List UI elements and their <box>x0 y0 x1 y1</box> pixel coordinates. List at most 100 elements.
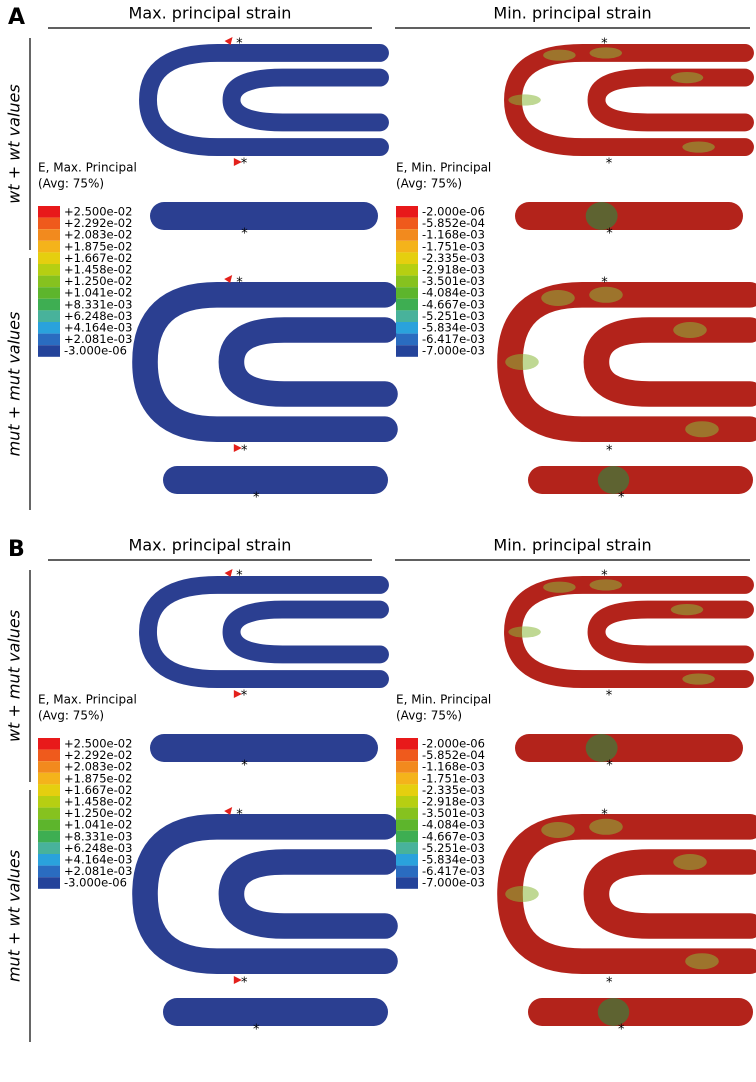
asterisk: * <box>241 689 248 704</box>
row-label: wt + mut values <box>5 610 24 742</box>
jaw-shape <box>139 44 389 156</box>
jaw-shape <box>497 282 756 442</box>
legend-swatch <box>396 738 418 750</box>
legend-swatch <box>38 252 60 264</box>
jaw-shape <box>218 849 398 939</box>
legend-label: -4.667e-03 <box>422 829 485 843</box>
legend-label: -3.000e-06 <box>64 344 127 358</box>
jaw-side <box>528 998 753 1026</box>
panel-label: B <box>8 537 25 562</box>
asterisk: * <box>601 37 608 52</box>
strain-patch <box>543 581 576 593</box>
jaw-shape <box>504 44 754 156</box>
legend-swatch <box>396 275 418 288</box>
asterisk: * <box>253 1023 260 1038</box>
asterisk: * <box>236 569 243 584</box>
row-label: mut + wt values <box>5 850 24 982</box>
legend-swatch <box>38 819 60 831</box>
legend-swatch <box>38 796 60 808</box>
legend-label: -2.000e-06 <box>422 205 485 219</box>
legend-label: -6.417e-03 <box>422 864 485 878</box>
strain-patch <box>585 734 618 762</box>
strain-patch <box>543 49 576 61</box>
legend-swatch <box>38 275 60 288</box>
jaw-shape <box>583 317 756 407</box>
legend-swatch <box>38 298 60 311</box>
legend-swatch <box>38 206 60 218</box>
legend-swatch <box>38 229 60 241</box>
legend-swatch <box>38 264 60 276</box>
strain-patch <box>585 202 618 230</box>
legend-label: +2.081e-03 <box>64 864 132 878</box>
legend-swatch <box>38 842 60 854</box>
legend-label: -1.168e-03 <box>422 228 485 242</box>
asterisk: * <box>618 1023 625 1038</box>
legend-label: -3.501e-03 <box>422 806 485 820</box>
legend-label: -2.918e-03 <box>422 795 485 809</box>
legend-label: -4.084e-03 <box>422 286 485 300</box>
legend-label: -1.168e-03 <box>422 760 485 774</box>
legend-swatch <box>38 738 60 750</box>
legend-swatch <box>396 310 418 322</box>
arrowhead <box>233 444 242 452</box>
legend-subtitle: (Avg: 75%) <box>396 177 462 191</box>
legend-label: +2.081e-03 <box>64 332 132 346</box>
strain-patch <box>682 141 715 153</box>
legend-swatch <box>38 784 60 796</box>
legend-swatch <box>396 252 418 264</box>
legend-label: +4.164e-03 <box>64 321 132 335</box>
strain-patch <box>589 47 623 59</box>
column-header: Min. principal strain <box>493 536 651 555</box>
panel-label: A <box>8 5 25 30</box>
jaw-side <box>150 202 378 230</box>
arrowhead <box>233 976 242 984</box>
arrowhead <box>224 275 233 283</box>
legend-swatch <box>396 807 418 820</box>
legend-label: -2.000e-06 <box>422 737 485 751</box>
strain-patch <box>670 72 704 84</box>
legend-title: E, Min. Principal <box>396 693 491 707</box>
legend-swatch <box>38 217 60 230</box>
legend-swatch <box>38 807 60 820</box>
legend-label: +2.083e-02 <box>64 228 132 242</box>
legend-label: +1.250e-02 <box>64 274 132 288</box>
legend-label: +1.041e-02 <box>64 286 132 300</box>
legend-swatch <box>38 322 60 334</box>
strain-patch <box>597 998 630 1026</box>
legend-label: +1.667e-02 <box>64 783 132 797</box>
jaw-side <box>163 998 388 1026</box>
legend-swatch <box>396 206 418 218</box>
legend-label: -1.751e-03 <box>422 239 485 253</box>
legend-label: +2.292e-02 <box>64 216 132 230</box>
strain-patch <box>670 604 704 616</box>
legend-label: +2.292e-02 <box>64 748 132 762</box>
strain-patch <box>589 579 623 591</box>
strain-patch <box>505 354 539 370</box>
jaw-shape <box>587 600 754 664</box>
legend-label: -2.335e-03 <box>422 783 485 797</box>
jaw-side <box>515 202 743 230</box>
legend-swatch <box>396 333 418 346</box>
strain-patch <box>541 822 575 838</box>
legend-label: +1.458e-02 <box>64 795 132 809</box>
legend-swatch <box>396 749 418 762</box>
jaw-shape <box>583 849 756 939</box>
asterisk: * <box>601 569 608 584</box>
legend-label: +1.875e-02 <box>64 771 132 785</box>
legend-label: +8.331e-03 <box>64 829 132 843</box>
jaw-shape <box>222 68 389 132</box>
legend-label: -5.852e-04 <box>422 748 485 762</box>
legend-label: -7.000e-03 <box>422 344 485 358</box>
legend-swatch <box>396 345 418 357</box>
legend-label: -5.251e-03 <box>422 309 485 323</box>
legend-swatch <box>396 217 418 230</box>
legend-label: +6.248e-03 <box>64 841 132 855</box>
asterisk: * <box>236 37 243 52</box>
legend-swatch <box>396 240 418 253</box>
asterisk: * <box>241 157 248 172</box>
legend-swatch <box>396 264 418 276</box>
jaw-shape <box>504 576 754 688</box>
asterisk: * <box>601 808 608 823</box>
column-header: Min. principal strain <box>493 4 651 23</box>
